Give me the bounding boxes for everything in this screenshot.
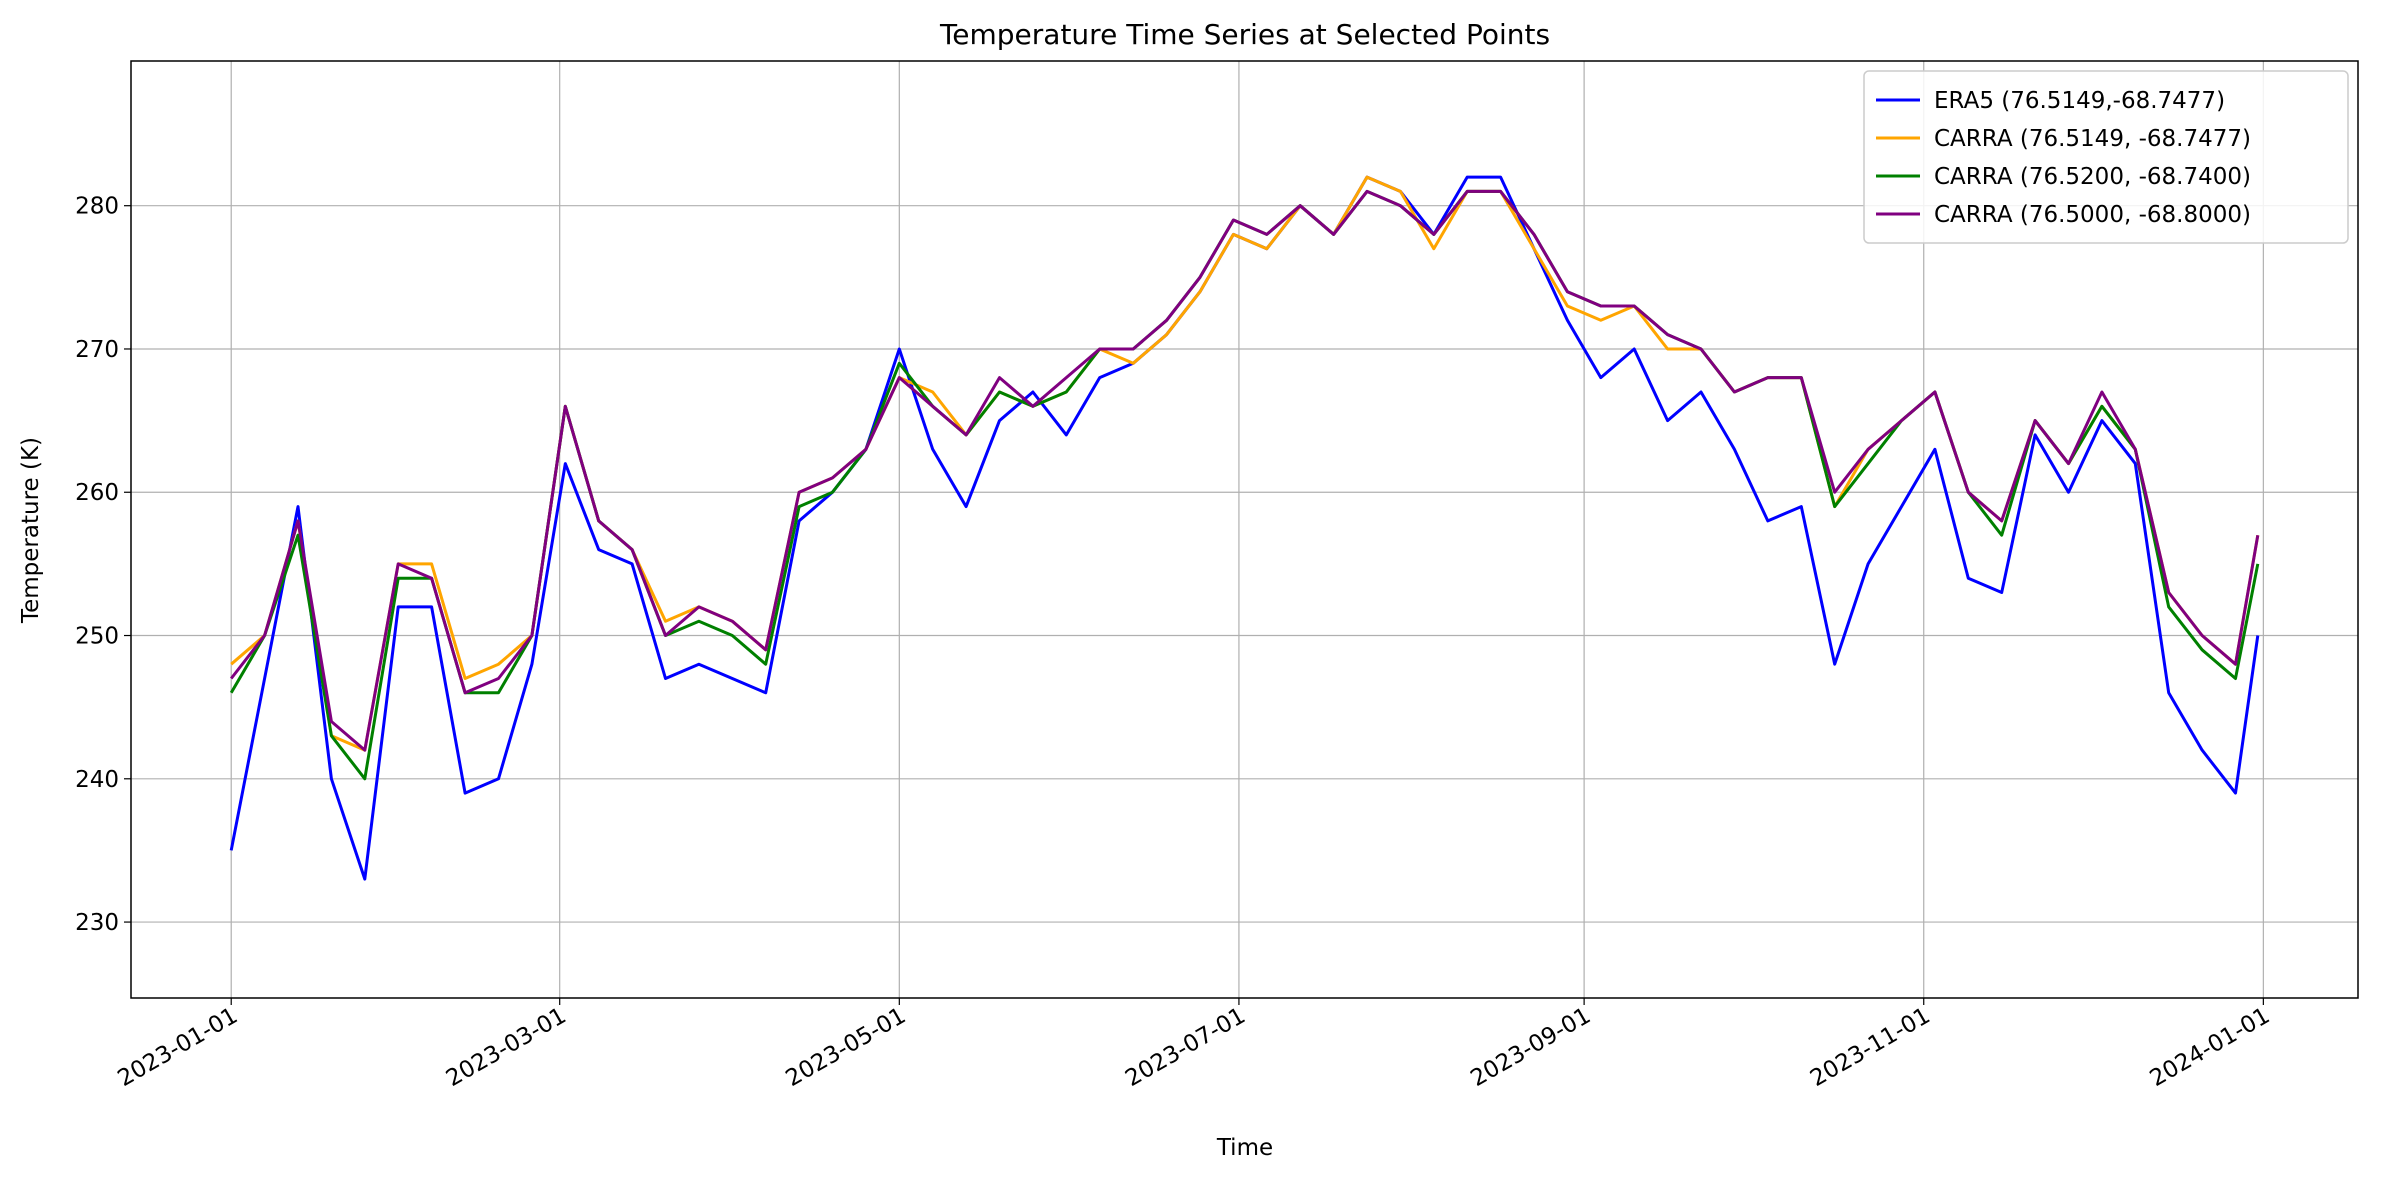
y-tick-label: 250: [75, 624, 119, 650]
x-tick-label: 2023-03-01: [442, 1003, 571, 1092]
series-line: [230, 175, 2260, 752]
x-tick-label: 2023-09-01: [1466, 1003, 1595, 1092]
y-tick-label: 260: [75, 480, 119, 506]
series-line: [229, 175, 2260, 881]
y-tick-label: 240: [75, 767, 119, 793]
series-line: [229, 189, 2260, 781]
x-tick-label: 2023-01-01: [113, 1003, 242, 1092]
x-axis-label: Time: [1216, 1135, 1273, 1161]
y-axis-label: Temperature (K): [18, 437, 44, 624]
legend: ERA5 (76.5149,-68.7477) CARRA (76.5149, -…: [1863, 70, 2349, 244]
y-tick-label: 230: [75, 910, 119, 936]
x-tick-label: 2023-07-01: [1121, 1003, 1250, 1092]
x-tick-label: 2023-05-01: [782, 1003, 911, 1092]
y-tick-label: 280: [75, 194, 119, 220]
legend-label: CARRA (76.5000, -68.8000): [1934, 202, 2251, 228]
y-tick-label: 270: [75, 337, 119, 363]
legend-label: CARRA (76.5149, -68.7477): [1934, 126, 2251, 152]
legend-label: CARRA (76.5200, -68.7400): [1934, 164, 2251, 190]
x-tick-label: 2023-11-01: [1806, 1003, 1935, 1092]
chart-title: Temperature Time Series at Selected Poin…: [939, 18, 1550, 51]
legend-label: ERA5 (76.5149,-68.7477): [1934, 88, 2225, 114]
plot-frame: [130, 60, 2359, 999]
legend-box: [1863, 70, 2349, 244]
x-tick-label: 2024-01-01: [2146, 1003, 2275, 1092]
series-line: [230, 189, 2260, 752]
